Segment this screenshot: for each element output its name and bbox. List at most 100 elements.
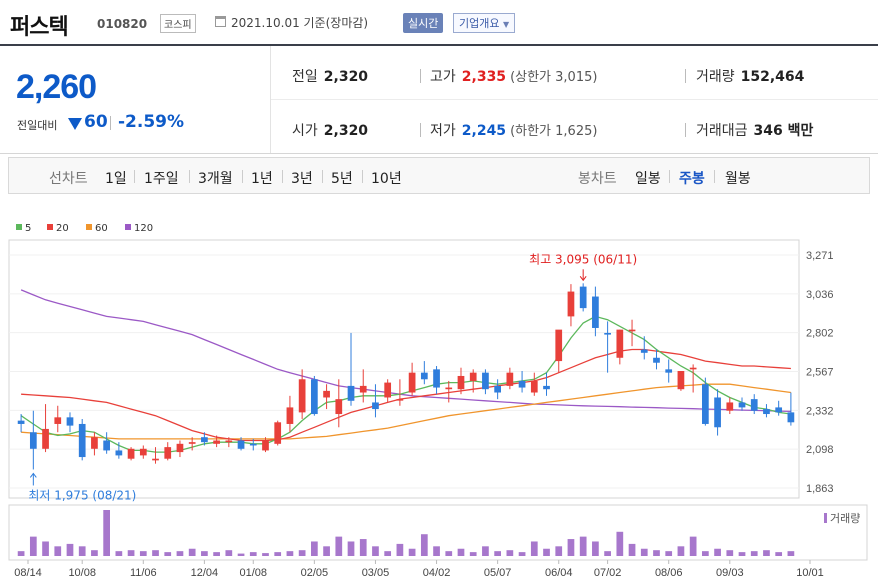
volume-bar	[225, 550, 233, 556]
candle-body	[738, 402, 746, 408]
legend-label-60: 60	[95, 223, 108, 234]
candle-body	[543, 385, 550, 390]
candle-body	[445, 387, 453, 390]
trade-amount-label: 거래대금	[696, 123, 748, 139]
volume-bar	[262, 553, 269, 556]
low-price: 저가 2,245 (하한가 1,625)	[430, 120, 597, 140]
x-axis-ticks: 08/14 10/08 11/06 12/04 01/08 02/05 03/05 04/02…	[14, 560, 824, 579]
max-price-label: 최고 3,095 (06/11)	[529, 252, 637, 266]
volume-bar	[738, 552, 746, 556]
candle-chart-label: 봉차트	[578, 171, 617, 187]
chart-annotations: 최고 3,095 (06/11) 최저 1,975 (08/21)	[28, 252, 637, 502]
candle-body	[665, 369, 673, 373]
divider	[270, 46, 271, 153]
x-tick-label: 02/05	[301, 567, 329, 579]
tab-candle-weekly[interactable]: 주봉	[679, 171, 705, 187]
ma120-line	[20, 289, 791, 413]
candle-body	[201, 437, 208, 443]
tab-period-1w[interactable]: 1주일	[144, 171, 179, 187]
x-tick-label: 07/02	[594, 567, 622, 579]
volume-legend-swatch	[824, 513, 827, 523]
volume-bar	[384, 551, 392, 556]
y-tick-label: 2,332	[806, 405, 834, 417]
x-tick-label: 09/03	[716, 567, 744, 579]
candle-body	[677, 371, 685, 390]
tab-period-5y[interactable]: 5년	[331, 171, 353, 187]
x-tick-label: 08/14	[14, 567, 42, 579]
divider	[420, 123, 421, 137]
volume-bar	[249, 552, 257, 556]
open-value: 2,320	[323, 123, 369, 139]
volume-bar	[518, 552, 526, 556]
tab-period-3y[interactable]: 3년	[291, 171, 313, 187]
volume-bar	[359, 539, 367, 556]
volume-bar	[677, 546, 685, 556]
candle-body	[457, 375, 465, 390]
volume-bar	[420, 534, 428, 556]
candle-body	[213, 440, 220, 444]
header-divider	[0, 44, 878, 46]
volume-bar	[579, 536, 587, 556]
divider	[420, 69, 421, 83]
y-tick-label: 3,271	[806, 250, 834, 262]
volume-bar	[127, 550, 135, 556]
candle-body	[469, 372, 477, 381]
candle-body	[420, 372, 428, 380]
candle-body	[262, 440, 269, 451]
x-tick-label: 06/04	[545, 567, 573, 579]
volume-legend-label: 거래량	[830, 512, 860, 525]
chart-legend: 5 20 60 120	[16, 223, 153, 234]
tab-period-1y[interactable]: 1년	[251, 171, 273, 187]
tab-period-1d[interactable]: 1일	[105, 171, 127, 187]
volume-bar	[604, 551, 611, 556]
x-tick-label: 12/04	[191, 567, 219, 579]
x-tick-label: 04/02	[423, 567, 451, 579]
volume-bar	[201, 551, 208, 556]
realtime-button[interactable]: 실시간	[403, 13, 444, 33]
volume-bar	[286, 551, 294, 556]
ma5-line	[20, 315, 791, 453]
tab-period-10y[interactable]: 10년	[371, 171, 402, 187]
open-label: 시가	[292, 123, 318, 139]
volume-bar	[188, 548, 196, 556]
volume-bar	[78, 546, 86, 556]
candle-body	[91, 437, 98, 449]
volume-bar	[457, 548, 465, 556]
tab-candle-daily[interactable]: 일봉	[635, 171, 661, 187]
candle-body	[750, 399, 758, 411]
trade-amount: 거래대금 346 백만	[696, 120, 813, 140]
volume-bar	[152, 550, 159, 556]
down-triangle-icon	[68, 118, 82, 130]
volume-bar	[66, 543, 74, 556]
corp-info-dropdown[interactable]: 기업개요 ▼	[453, 13, 516, 33]
tab-candle-monthly[interactable]: 월봉	[725, 171, 751, 187]
candle-body	[359, 385, 367, 393]
candle-body	[127, 448, 135, 459]
volume-bar	[482, 546, 489, 556]
volume-bar	[787, 551, 795, 556]
x-tick-label: 05/07	[484, 567, 512, 579]
volume-bar	[763, 550, 770, 556]
tab-period-3m[interactable]: 3개월	[198, 171, 233, 187]
candle-body	[567, 291, 575, 317]
legend-swatch-120	[125, 224, 131, 230]
stock-code: 010820	[97, 17, 148, 31]
prev-close-value: 2,320	[323, 69, 369, 85]
ma20-line	[21, 348, 791, 442]
candle-body	[604, 332, 611, 335]
volume-bars: 거래량	[17, 510, 860, 556]
candle-body	[616, 329, 624, 358]
upper-limit: (상한가 3,015)	[510, 70, 598, 85]
max-arrowhead-icon	[579, 275, 587, 282]
divider	[110, 116, 111, 130]
open-price: 시가 2,320	[292, 120, 368, 140]
candle-body	[17, 420, 25, 424]
volume-bar	[543, 548, 550, 556]
volume-bar	[653, 550, 660, 556]
legend-label-20: 20	[56, 223, 69, 234]
volume-bar	[91, 550, 98, 556]
y-tick-label: 1,863	[806, 483, 834, 495]
y-axis-ticks: 3,271 3,036 2,802 2,567 2,332 2,098 1,863	[806, 250, 834, 495]
volume-bar	[701, 551, 709, 556]
stock-chart[interactable]: 5 20 60 120 3,271 3,036 2,802 2,567 2,332 2,098 1…	[0, 200, 878, 585]
